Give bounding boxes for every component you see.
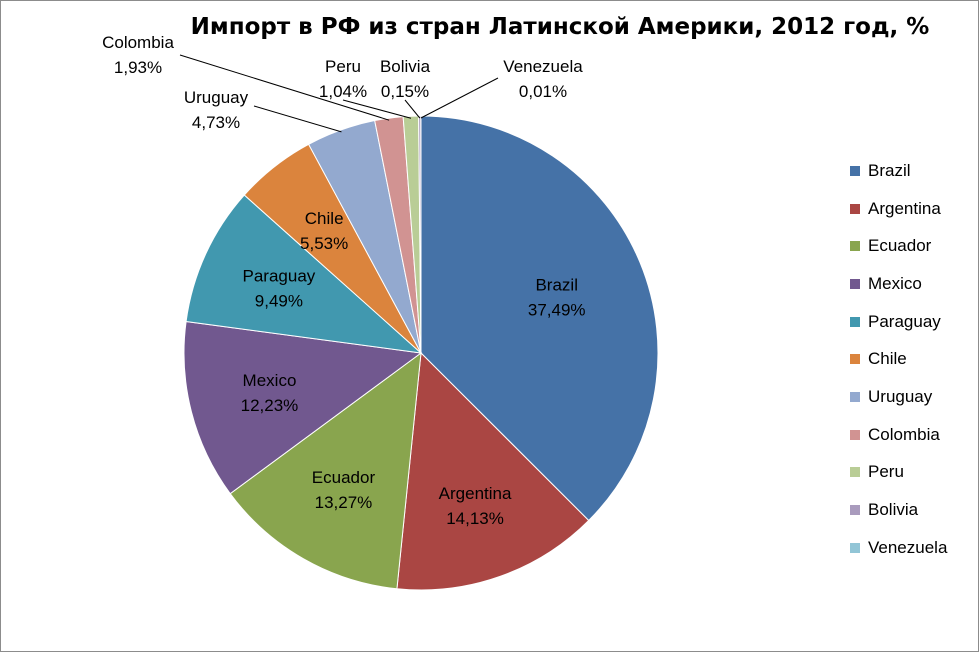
slice-value-label-bolivia: 0,15% — [381, 82, 429, 101]
slice-value-label-venezuela: 0,01% — [519, 82, 567, 101]
leader-line-peru — [342, 99, 412, 119]
slice-value-label-uruguay: 4,73% — [192, 113, 240, 132]
slice-name-label-ecuador: Ecuador — [312, 468, 376, 487]
legend-item-venezuela: Venezuela — [850, 529, 975, 567]
legend-swatch — [850, 203, 860, 214]
slice-value-label-argentina: 14,13% — [446, 509, 504, 528]
leader-line-venezuela — [420, 77, 499, 119]
legend-label: Venezuela — [868, 537, 948, 557]
slice-value-label-colombia: 1,93% — [114, 58, 162, 77]
legend-item-ecuador: Ecuador — [850, 227, 975, 265]
legend-swatch — [850, 467, 860, 478]
slice-name-label-paraguay: Paraguay — [243, 267, 316, 286]
slice-value-label-paraguay: 9,49% — [255, 292, 303, 311]
slice-name-label-venezuela: Venezuela — [503, 57, 583, 76]
legend-swatch — [850, 241, 860, 252]
legend-swatch — [850, 542, 860, 553]
leader-line-bolivia — [404, 99, 421, 119]
legend-swatch — [850, 505, 860, 516]
slice-value-label-mexico: 12,23% — [241, 396, 299, 415]
legend: Brazil Argentina Ecuador Mexico Paraguay Chil… — [850, 152, 975, 567]
slice-name-label-mexico: Mexico — [243, 371, 297, 390]
legend-swatch — [850, 391, 860, 402]
legend-item-brazil: Brazil — [850, 152, 975, 190]
legend-label: Mexico — [868, 273, 922, 293]
legend-item-paraguay: Paraguay — [850, 303, 975, 341]
legend-label: Bolivia — [868, 500, 919, 520]
pie-slice-argentina — [396, 351, 590, 591]
slice-value-label-ecuador: 13,27% — [315, 493, 373, 512]
pie-slice-paraguay — [185, 194, 423, 354]
legend-label: Chile — [868, 349, 907, 369]
legend-item-mexico: Mexico — [850, 265, 975, 303]
legend-swatch — [850, 354, 860, 365]
legend-swatch — [850, 316, 860, 327]
legend-label: Brazil — [868, 160, 911, 180]
slice-name-label-argentina: Argentina — [439, 484, 512, 503]
chart-title: Импорт в РФ из стран Латинской Америки, … — [190, 14, 930, 40]
legend-label: Colombia — [868, 424, 940, 444]
legend-swatch — [850, 429, 860, 440]
pie-slice-brazil — [420, 115, 659, 522]
legend-item-colombia: Colombia — [850, 416, 975, 454]
legend-item-peru: Peru — [850, 454, 975, 492]
pie-slice-mexico — [183, 320, 423, 495]
legend-item-argentina: Argentina — [850, 190, 975, 228]
legend-item-chile: Chile — [850, 340, 975, 378]
legend-label: Paraguay — [868, 311, 941, 331]
slice-value-label-chile: 5,53% — [300, 234, 348, 253]
slice-name-label-bolivia: Bolivia — [380, 57, 431, 76]
legend-swatch — [850, 165, 860, 176]
legend-item-bolivia: Bolivia — [850, 491, 975, 529]
slice-name-label-colombia: Colombia — [102, 33, 174, 52]
slice-name-label-chile: Chile — [305, 209, 344, 228]
legend-swatch — [850, 278, 860, 289]
slice-value-label-peru: 1,04% — [319, 82, 367, 101]
slice-name-label-brazil: Brazil — [535, 276, 578, 295]
legend-label: Ecuador — [868, 236, 932, 256]
leader-line-colombia — [179, 54, 390, 121]
slice-value-label-brazil: 37,49% — [528, 301, 586, 320]
legend-label: Uruguay — [868, 386, 933, 406]
legend-item-uruguay: Uruguay — [850, 378, 975, 416]
legend-label: Argentina — [868, 198, 941, 218]
slice-name-label-uruguay: Uruguay — [184, 88, 249, 107]
pie-slice-ecuador — [229, 351, 422, 590]
legend-label: Peru — [868, 462, 904, 482]
leader-line-uruguay — [253, 105, 342, 133]
slice-name-label-peru: Peru — [325, 57, 361, 76]
